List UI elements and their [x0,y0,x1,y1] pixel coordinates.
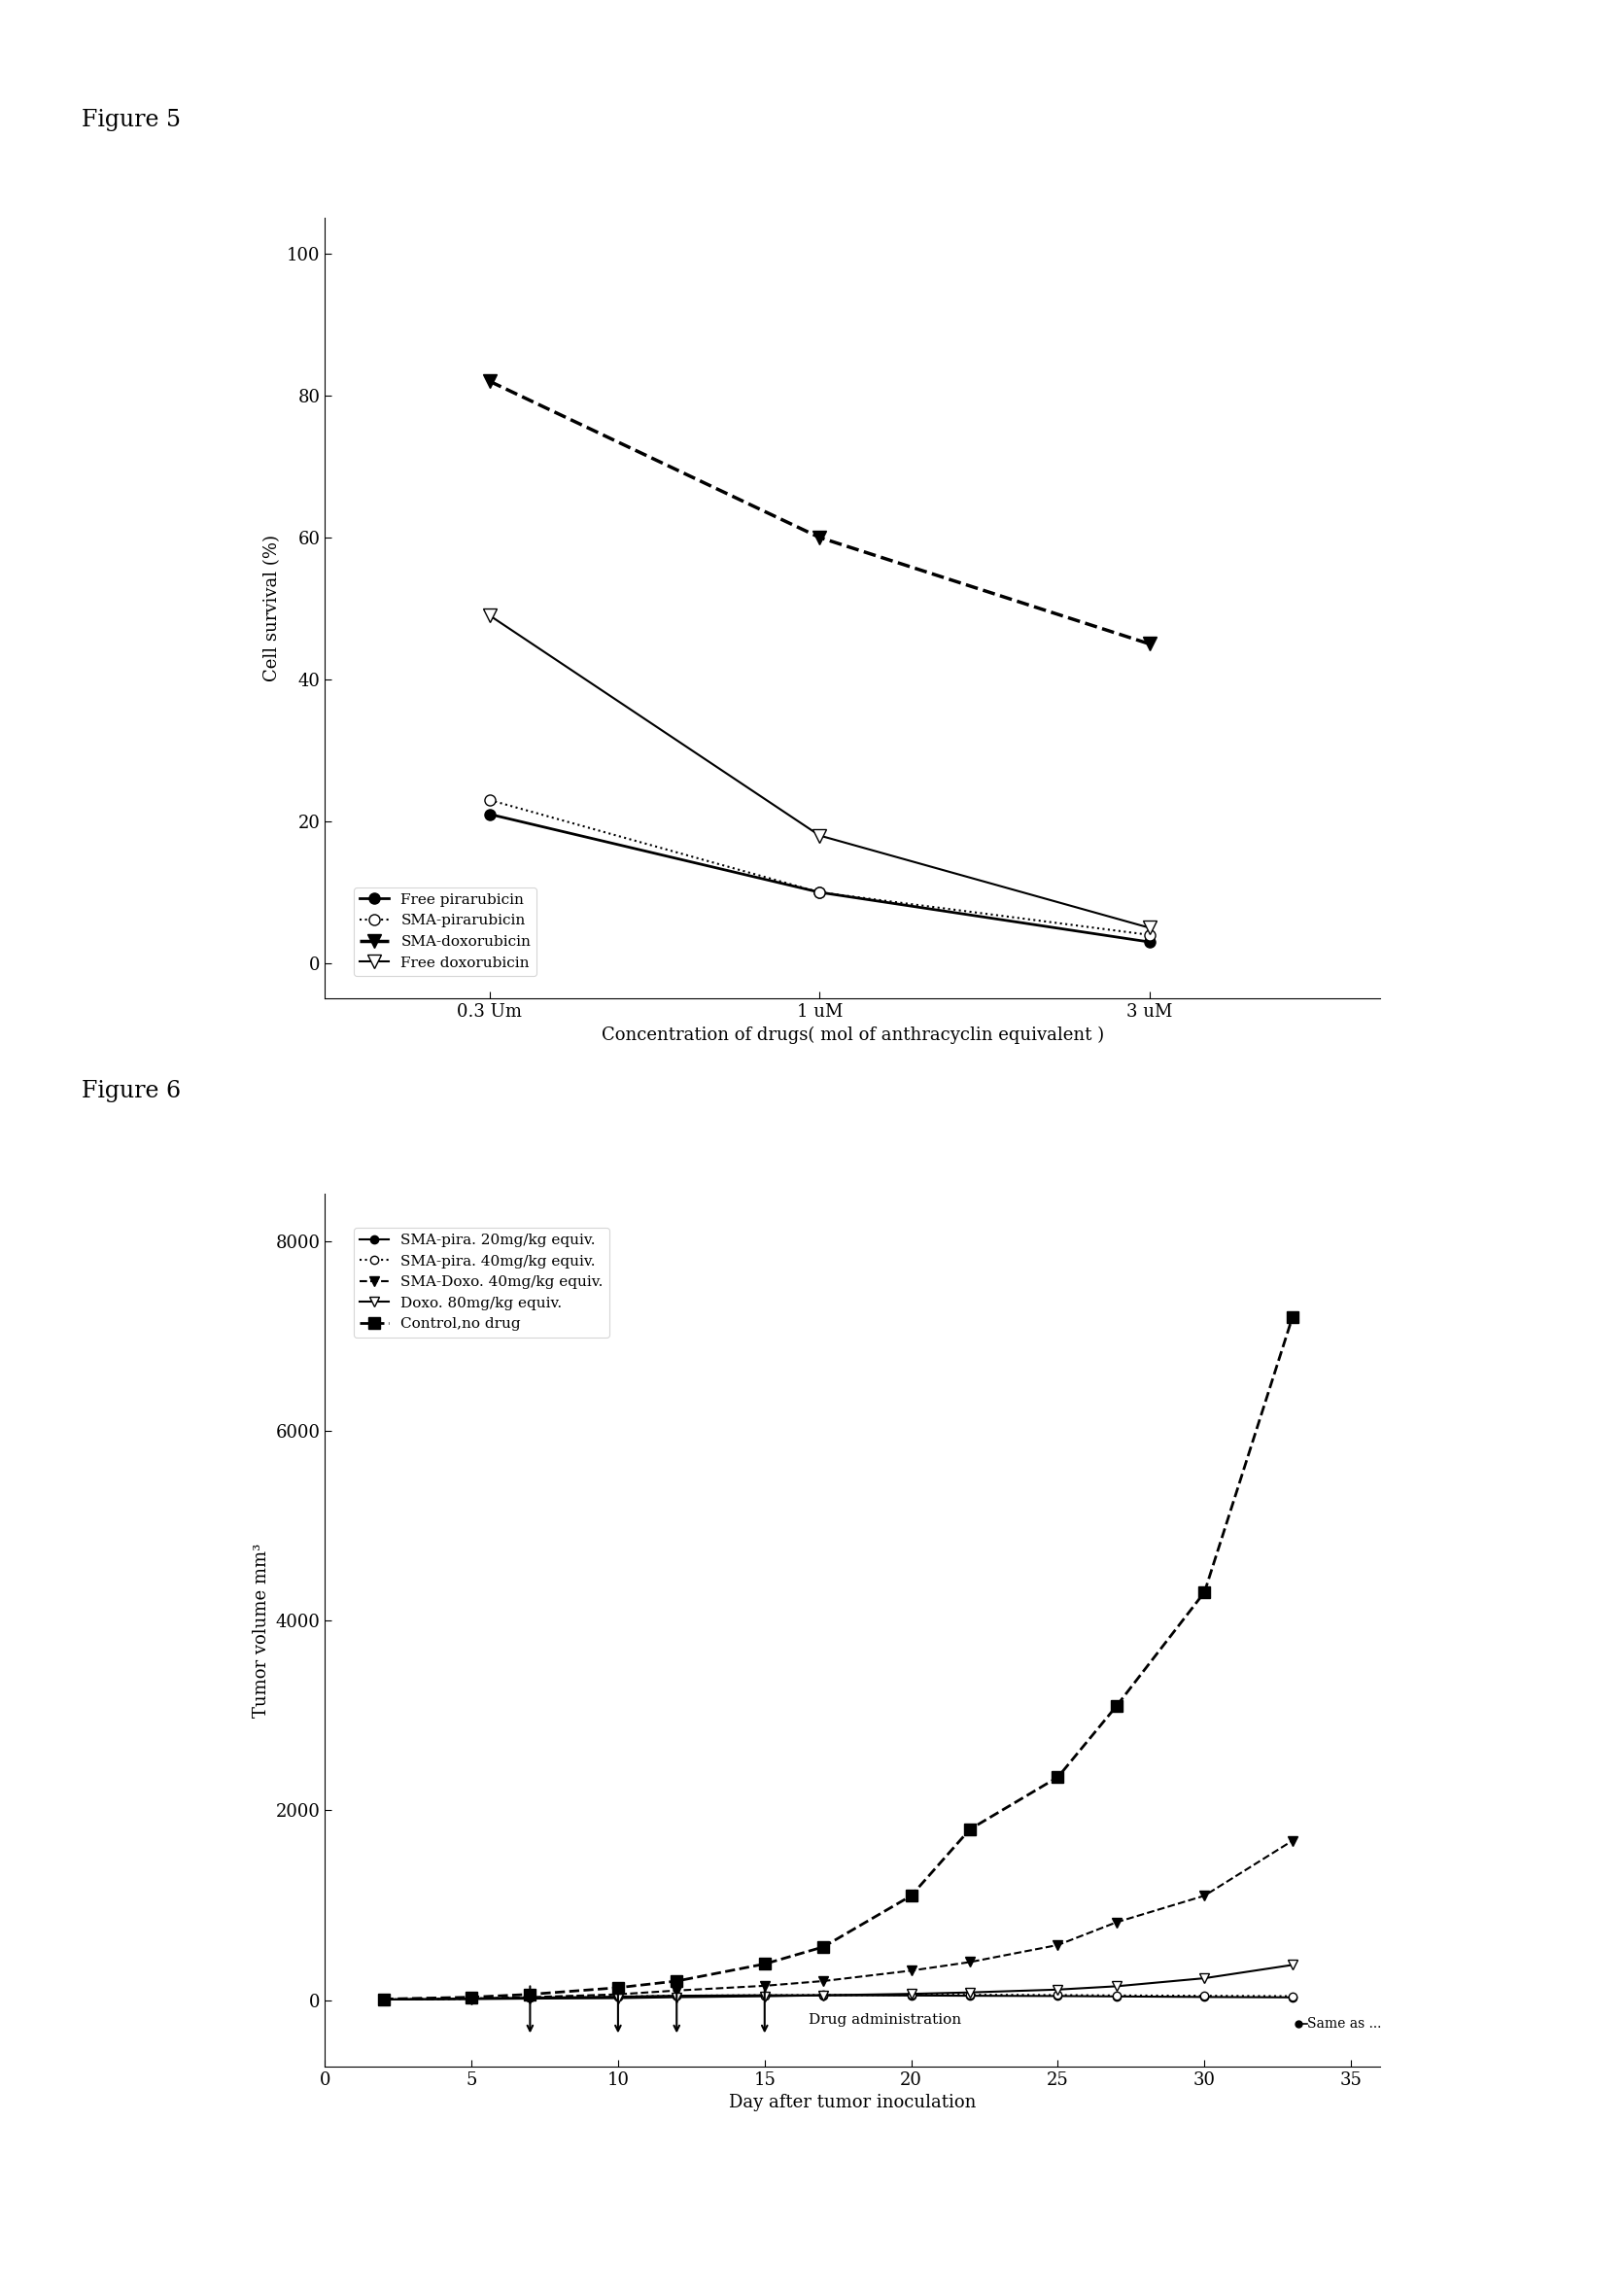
Line: Control,no drug: Control,no drug [378,1311,1298,2004]
SMA-pirarubicin [1140,921,1160,948]
Control,no drug [755,1949,775,1977]
Line: Free doxorubicin: Free doxorubicin [482,608,1156,934]
SMA-pira. 20mg/kg equiv. [1283,1984,1302,2011]
SMA-doxorubicin [810,523,830,551]
SMA-pira. 20mg/kg equiv. [374,1986,393,2014]
Line: Doxo. 80mg/kg equiv.: Doxo. 80mg/kg equiv. [378,1961,1298,2004]
Doxo. 80mg/kg equiv. [667,1984,687,2011]
Line: SMA-doxorubicin: SMA-doxorubicin [482,374,1156,650]
Free pirarubicin [1140,928,1160,955]
SMA-pira. 20mg/kg equiv. [1108,1984,1127,2011]
Text: Figure 6: Figure 6 [81,1079,180,1102]
Free doxorubicin [1140,914,1160,941]
SMA-pira. 40mg/kg equiv. [901,1981,921,2009]
Control,no drug [960,1816,979,1844]
Doxo. 80mg/kg equiv. [960,1979,979,2007]
Line: SMA-pira. 20mg/kg equiv.: SMA-pira. 20mg/kg equiv. [380,1991,1296,2004]
SMA-doxorubicin [1140,629,1160,657]
Doxo. 80mg/kg equiv. [461,1986,481,2014]
SMA-Doxo. 40mg/kg equiv. [461,1984,481,2011]
Free pirarubicin [481,801,500,829]
SMA-pira. 20mg/kg equiv. [960,1981,979,2009]
SMA-pira. 40mg/kg equiv. [814,1981,833,2009]
SMA-pirarubicin [481,785,500,813]
SMA-Doxo. 40mg/kg equiv. [609,1981,628,2009]
SMA-pira. 40mg/kg equiv. [1195,1981,1215,2009]
SMA-Doxo. 40mg/kg equiv. [667,1977,687,2004]
SMA-pira. 40mg/kg equiv. [667,1981,687,2009]
Y-axis label: Tumor volume mm³: Tumor volume mm³ [252,1543,270,1717]
Control,no drug [461,1984,481,2011]
SMA-pira. 40mg/kg equiv. [1047,1981,1067,2009]
SMA-pira. 40mg/kg equiv. [520,1984,539,2011]
SMA-Doxo. 40mg/kg equiv. [901,1956,921,1984]
Control,no drug [1047,1763,1067,1791]
SMA-pira. 40mg/kg equiv. [1108,1981,1127,2009]
SMA-pira. 20mg/kg equiv. [1195,1984,1215,2011]
SMA-pira. 20mg/kg equiv. [814,1981,833,2009]
SMA-pira. 20mg/kg equiv. [1047,1981,1067,2009]
Doxo. 80mg/kg equiv. [520,1984,539,2011]
Free doxorubicin [481,602,500,629]
Line: SMA-pirarubicin: SMA-pirarubicin [484,794,1155,941]
Doxo. 80mg/kg equiv. [1195,1965,1215,1993]
Control,no drug [374,1986,393,2014]
SMA-Doxo. 40mg/kg equiv. [960,1949,979,1977]
SMA-pira. 40mg/kg equiv. [755,1981,775,2009]
SMA-pira. 40mg/kg equiv. [960,1981,979,2009]
Free pirarubicin [810,879,830,907]
SMA-Doxo. 40mg/kg equiv. [374,1986,393,2014]
Doxo. 80mg/kg equiv. [901,1979,921,2007]
Y-axis label: Cell survival (%): Cell survival (%) [263,535,281,682]
Control,no drug [1283,1304,1302,1332]
SMA-pira. 20mg/kg equiv. [461,1984,481,2011]
Doxo. 80mg/kg equiv. [755,1981,775,2009]
Text: Figure 5: Figure 5 [81,108,180,131]
Control,no drug [1195,1577,1215,1605]
Line: Free pirarubicin: Free pirarubicin [484,808,1155,948]
X-axis label: Day after tumor inoculation: Day after tumor inoculation [729,2094,976,2112]
X-axis label: Concentration of drugs( mol of anthracyclin equivalent ): Concentration of drugs( mol of anthracyc… [601,1026,1104,1045]
Doxo. 80mg/kg equiv. [374,1986,393,2014]
Control,no drug [520,1981,539,2009]
Text: Drug administration: Drug administration [809,2014,961,2027]
SMA-pirarubicin [810,879,830,907]
Free doxorubicin [810,822,830,850]
SMA-Doxo. 40mg/kg equiv. [1047,1931,1067,1958]
Text: Same as ...: Same as ... [1307,2016,1382,2030]
SMA-pira. 40mg/kg equiv. [1283,1981,1302,2009]
SMA-Doxo. 40mg/kg equiv. [520,1984,539,2011]
Control,no drug [667,1968,687,1995]
SMA-pira. 20mg/kg equiv. [520,1984,539,2011]
Legend: Free pirarubicin, SMA-pirarubicin, SMA-doxorubicin, Free doxorubicin: Free pirarubicin, SMA-pirarubicin, SMA-d… [354,886,538,976]
SMA-pira. 20mg/kg equiv. [667,1981,687,2009]
Doxo. 80mg/kg equiv. [1283,1952,1302,1979]
SMA-pira. 40mg/kg equiv. [461,1984,481,2011]
SMA-pira. 20mg/kg equiv. [755,1981,775,2009]
SMA-pira. 40mg/kg equiv. [609,1984,628,2011]
SMA-Doxo. 40mg/kg equiv. [755,1972,775,2000]
SMA-Doxo. 40mg/kg equiv. [1108,1908,1127,1936]
Line: SMA-Doxo. 40mg/kg equiv.: SMA-Doxo. 40mg/kg equiv. [378,1837,1298,2004]
Doxo. 80mg/kg equiv. [1108,1972,1127,2000]
SMA-Doxo. 40mg/kg equiv. [1283,1828,1302,1855]
SMA-Doxo. 40mg/kg equiv. [814,1968,833,1995]
SMA-Doxo. 40mg/kg equiv. [1195,1883,1215,1910]
SMA-pira. 20mg/kg equiv. [901,1981,921,2009]
Legend: SMA-pira. 20mg/kg equiv., SMA-pira. 40mg/kg equiv., SMA-Doxo. 40mg/kg equiv., Do: SMA-pira. 20mg/kg equiv., SMA-pira. 40mg… [354,1228,609,1336]
Control,no drug [901,1883,921,1910]
SMA-doxorubicin [481,367,500,395]
SMA-pira. 40mg/kg equiv. [374,1986,393,2014]
Control,no drug [1108,1692,1127,1720]
Control,no drug [609,1975,628,2002]
Doxo. 80mg/kg equiv. [1047,1977,1067,2004]
Control,no drug [814,1933,833,1961]
Line: SMA-pira. 40mg/kg equiv.: SMA-pira. 40mg/kg equiv. [380,1991,1296,2004]
Doxo. 80mg/kg equiv. [814,1981,833,2009]
Doxo. 80mg/kg equiv. [609,1984,628,2011]
SMA-pira. 20mg/kg equiv. [609,1984,628,2011]
